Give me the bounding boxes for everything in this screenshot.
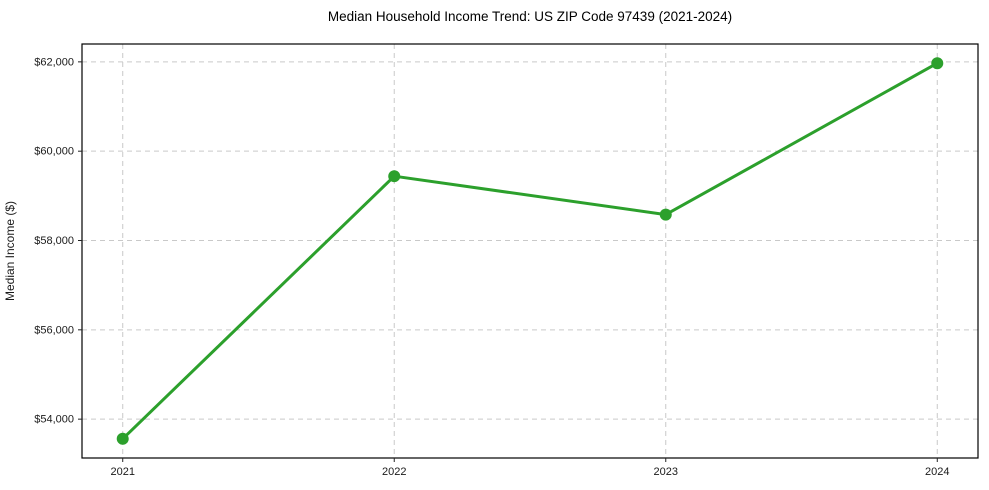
trend-line	[121, 61, 939, 441]
y-tick-label: $54,000	[34, 414, 74, 426]
y-tick-label: $56,000	[34, 324, 74, 336]
y-tick-label: $58,000	[34, 235, 74, 247]
data-point-marker	[931, 57, 944, 70]
data-point-marker	[388, 170, 401, 183]
y-axis-label: Median Income ($)	[3, 201, 17, 301]
y-tick-label: $62,000	[34, 56, 74, 68]
data-point-marker	[659, 208, 672, 221]
plot-border	[81, 43, 979, 459]
chart-title: Median Household Income Trend: US ZIP Co…	[328, 9, 732, 24]
x-tick-label: 2021	[110, 466, 134, 478]
x-tick-label: 2024	[925, 466, 949, 478]
data-layer	[116, 57, 944, 445]
y-tick-label: $60,000	[34, 146, 74, 158]
x-tick-label: 2022	[382, 466, 406, 478]
data-point-marker	[116, 432, 129, 445]
grid-layer	[82, 44, 978, 458]
tick-layer: $54,000 $56,000 $58,000 $60,000 $62,000 2021 2…	[34, 56, 949, 478]
x-tick-label: 2023	[654, 466, 678, 478]
